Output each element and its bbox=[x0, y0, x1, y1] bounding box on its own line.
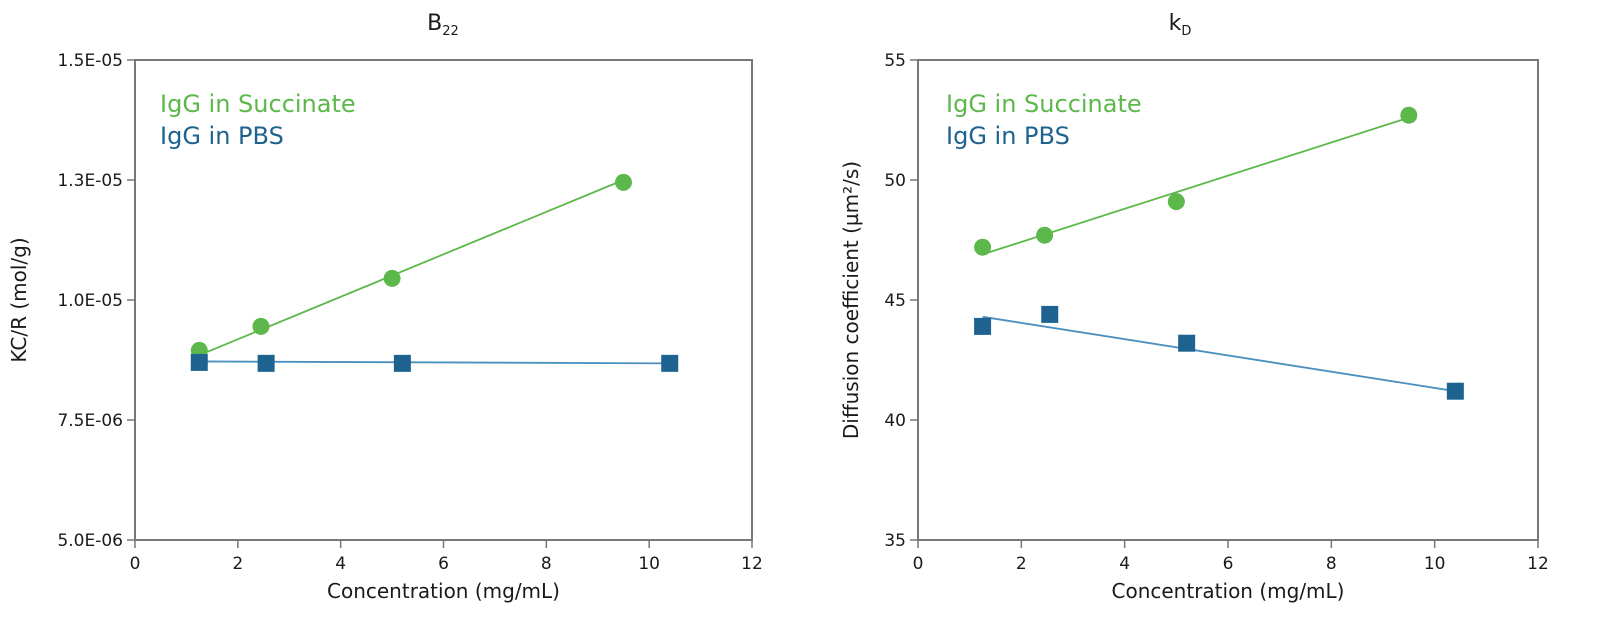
x-tick-label: 8 bbox=[1326, 554, 1337, 574]
x-tick-label: 2 bbox=[232, 554, 243, 574]
chart-title-main: B bbox=[427, 11, 442, 36]
x-tick-label: 0 bbox=[913, 554, 924, 574]
fit-line-2 bbox=[982, 315, 1456, 393]
legend-entry: IgG in PBS bbox=[160, 122, 284, 150]
legend-entry: IgG in PBS bbox=[946, 122, 1070, 150]
chart-title-subscript: D bbox=[1181, 24, 1191, 39]
data-point bbox=[974, 238, 992, 256]
data-point bbox=[1041, 305, 1059, 323]
y-tick-label: 7.5E-06 bbox=[57, 411, 123, 431]
data-point bbox=[257, 354, 275, 372]
data-point bbox=[393, 354, 411, 372]
x-tick-label: 2 bbox=[1016, 554, 1027, 574]
y-tick-label: 35 bbox=[884, 531, 906, 551]
data-point bbox=[1167, 193, 1185, 211]
data-point bbox=[1400, 106, 1418, 124]
data-point bbox=[1446, 382, 1464, 400]
data-point bbox=[1036, 226, 1054, 244]
fit-line-1 bbox=[198, 179, 624, 357]
x-tick-label: 10 bbox=[1424, 554, 1446, 574]
fit-line-2 bbox=[199, 360, 670, 365]
data-point bbox=[974, 317, 992, 335]
y-tick-label: 55 bbox=[884, 51, 906, 71]
y-tick-label: 40 bbox=[884, 411, 906, 431]
chart-title-subscript: 22 bbox=[442, 24, 459, 39]
data-point bbox=[252, 317, 270, 335]
chart-1: B22 0 2 4 6 8 10 12 5.0E-06 7.5E-06 1.0E-05 1.3E-05… bbox=[7, 11, 763, 603]
fit-line-1 bbox=[982, 116, 1410, 256]
y-tick-label: 45 bbox=[884, 291, 906, 311]
y-axis-label: KC/R (mol/g) bbox=[7, 237, 31, 362]
data-point bbox=[1178, 334, 1196, 352]
x-axis-label: Concentration (mg/mL) bbox=[327, 579, 560, 603]
chart-2: kD 0 2 4 6 8 10 12 35 40 45 50 55 Concentration (mg/m… bbox=[839, 11, 1549, 603]
chart-title-main: k bbox=[1169, 11, 1182, 36]
data-point bbox=[190, 353, 208, 371]
x-tick-label: 6 bbox=[438, 554, 449, 574]
y-axis-label: Diffusion coefficient (µm²/s) bbox=[839, 161, 863, 439]
legend-entry: IgG in Succinate bbox=[946, 90, 1142, 118]
x-tick-label: 12 bbox=[1527, 554, 1549, 574]
x-tick-label: 12 bbox=[741, 554, 763, 574]
chart-title: B22 bbox=[427, 11, 459, 39]
x-tick-label: 6 bbox=[1223, 554, 1234, 574]
y-tick-label: 5.0E-06 bbox=[57, 531, 123, 551]
legend-entry: IgG in Succinate bbox=[160, 90, 356, 118]
data-point bbox=[661, 354, 679, 372]
data-point bbox=[614, 173, 632, 191]
chart-title: kD bbox=[1169, 11, 1192, 39]
y-tick-label: 50 bbox=[884, 171, 906, 191]
x-tick-label: 0 bbox=[130, 554, 141, 574]
y-tick-label: 1.5E-05 bbox=[57, 51, 123, 71]
x-tick-label: 10 bbox=[638, 554, 660, 574]
x-axis-label: Concentration (mg/mL) bbox=[1112, 579, 1345, 603]
data-point bbox=[383, 269, 401, 287]
x-tick-label: 8 bbox=[541, 554, 552, 574]
x-tick-label: 4 bbox=[1119, 554, 1130, 574]
y-tick-label: 1.0E-05 bbox=[57, 291, 123, 311]
y-tick-label: 1.3E-05 bbox=[57, 171, 123, 191]
x-tick-label: 4 bbox=[335, 554, 346, 574]
